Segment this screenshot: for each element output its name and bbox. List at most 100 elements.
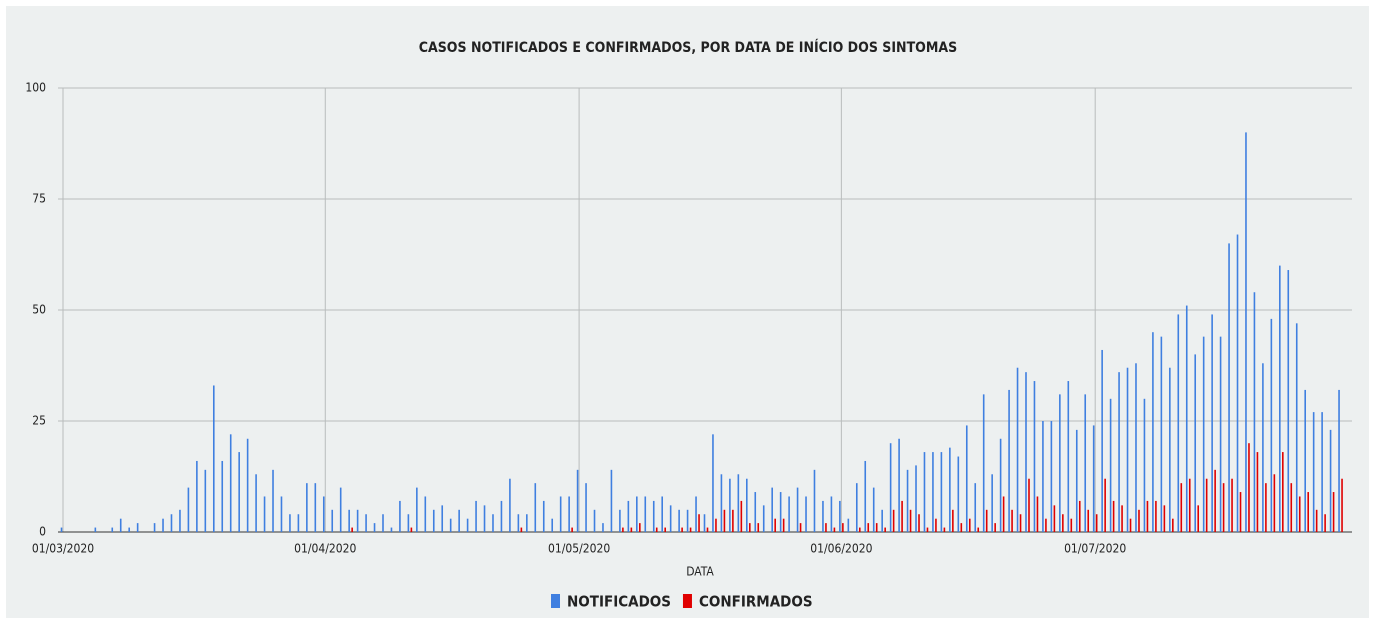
bar: [1135, 363, 1137, 532]
bar: [822, 500, 824, 532]
bar: [968, 518, 971, 532]
bar: [204, 469, 207, 532]
bar: [526, 514, 528, 532]
bar: [1112, 500, 1115, 532]
bar: [681, 527, 683, 532]
bar: [458, 509, 460, 532]
bar: [356, 509, 359, 532]
bar: [884, 527, 886, 532]
bar: [306, 483, 308, 532]
bar: [639, 523, 641, 532]
bar: [1265, 483, 1267, 532]
legend-swatch: [682, 594, 692, 608]
bar: [196, 460, 198, 532]
bar: [136, 523, 139, 532]
y-tick-label: 0: [39, 525, 46, 539]
bar: [1138, 509, 1140, 532]
bar: [1101, 349, 1103, 532]
bar: [898, 438, 900, 532]
bar: [263, 496, 266, 532]
bar: [774, 518, 776, 532]
bar: [686, 509, 689, 532]
y-tick-label: 50: [32, 303, 46, 317]
bar: [466, 518, 469, 532]
bar: [830, 496, 833, 532]
x-tick-label: 01/03/2020: [32, 542, 94, 556]
bar: [500, 500, 503, 532]
bar: [1050, 421, 1053, 532]
bar: [1036, 496, 1039, 532]
bar: [627, 500, 630, 532]
legend-label: CONFIRMADOS: [699, 593, 813, 611]
bar: [994, 523, 996, 532]
bar: [1078, 500, 1081, 532]
bar: [842, 523, 844, 532]
bar: [483, 505, 486, 532]
bar: [952, 509, 954, 532]
bar: [940, 452, 943, 532]
bar: [782, 518, 785, 532]
x-tick-label: 01/06/2020: [810, 542, 872, 556]
bar: [221, 460, 224, 532]
bar: [382, 514, 384, 532]
bar: [1253, 292, 1256, 532]
bar: [1270, 318, 1273, 532]
bar: [918, 514, 920, 532]
bar: [153, 523, 156, 532]
bar: [280, 496, 283, 532]
bar: [706, 527, 709, 532]
bar: [1185, 305, 1188, 532]
bar: [331, 509, 334, 532]
bar: [622, 527, 624, 532]
bar: [977, 527, 980, 532]
bar: [906, 469, 909, 532]
bar: [1324, 514, 1326, 532]
bar: [715, 518, 717, 532]
bar: [915, 465, 917, 532]
bar: [517, 514, 520, 532]
bar: [179, 509, 181, 532]
bar: [128, 527, 130, 532]
bar: [982, 394, 985, 532]
bar: [1214, 469, 1216, 532]
bar: [678, 509, 680, 532]
bar: [255, 474, 257, 532]
bar: [723, 509, 726, 532]
bar: [636, 496, 638, 532]
bar: [1188, 478, 1191, 532]
bar: [630, 527, 633, 532]
bar: [602, 523, 604, 532]
bar: [94, 527, 97, 532]
bar: [542, 500, 545, 532]
bar: [1129, 518, 1132, 532]
bar: [1002, 496, 1005, 532]
bar: [867, 523, 870, 532]
y-tick-label: 75: [32, 192, 46, 206]
bar: [805, 496, 807, 532]
bar: [1298, 496, 1301, 532]
bar: [1070, 518, 1073, 532]
bar: [825, 523, 827, 532]
bar: [689, 527, 692, 532]
bar: [1121, 505, 1123, 532]
bar: [901, 500, 903, 532]
bar: [858, 527, 861, 532]
bar: [847, 518, 850, 532]
legend-label: NOTIFICADOS: [567, 593, 671, 611]
bar: [1194, 354, 1197, 532]
bar: [1109, 398, 1112, 532]
bar: [1315, 509, 1318, 532]
bar: [644, 496, 647, 532]
bar: [1287, 270, 1290, 532]
bar: [348, 509, 350, 532]
bar: [111, 527, 114, 532]
bar: [1087, 509, 1090, 532]
bar: [1312, 412, 1315, 532]
bar: [779, 492, 782, 532]
bar: [740, 500, 743, 532]
bar: [1197, 505, 1200, 532]
bar: [1231, 478, 1233, 532]
x-axis-label: DATA: [686, 565, 714, 579]
bar: [314, 483, 317, 532]
